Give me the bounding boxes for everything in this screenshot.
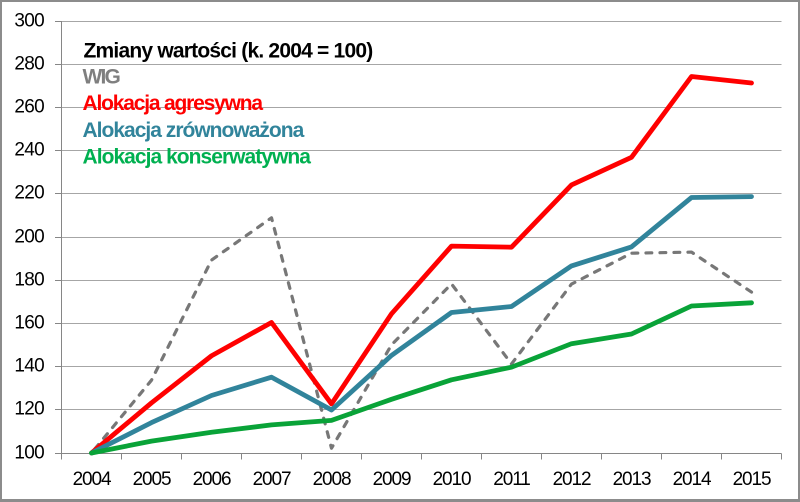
svg-text:2008: 2008 [313,469,351,490]
svg-text:2011: 2011 [493,469,530,490]
svg-text:2009: 2009 [373,469,411,490]
svg-text:100: 100 [14,443,44,464]
svg-text:2006: 2006 [193,469,231,490]
svg-text:140: 140 [14,356,44,377]
svg-text:2014: 2014 [673,469,712,490]
svg-text:Zmiany wartości (k. 2004 = 100: Zmiany wartości (k. 2004 = 100) [84,39,373,62]
svg-text:220: 220 [14,183,44,204]
svg-text:2004: 2004 [73,469,112,490]
svg-text:2012: 2012 [553,469,591,490]
svg-text:Alokacja zrównoważona: Alokacja zrównoważona [83,119,305,142]
svg-text:240: 240 [14,140,44,161]
svg-text:2005: 2005 [133,469,171,490]
svg-text:180: 180 [14,270,44,291]
svg-text:280: 280 [14,54,44,75]
svg-text:2015: 2015 [733,469,771,490]
svg-text:120: 120 [14,399,44,420]
svg-text:160: 160 [14,313,44,334]
svg-text:260: 260 [14,97,44,118]
svg-text:300: 300 [14,11,44,32]
svg-text:WIG: WIG [83,66,121,89]
svg-text:Alokacja konserwatywna: Alokacja konserwatywna [83,145,312,168]
svg-text:200: 200 [14,227,44,248]
svg-text:2013: 2013 [613,469,651,490]
svg-text:2007: 2007 [253,469,291,490]
svg-text:2010: 2010 [433,469,471,490]
svg-text:Alokacja agresywna: Alokacja agresywna [83,92,264,115]
